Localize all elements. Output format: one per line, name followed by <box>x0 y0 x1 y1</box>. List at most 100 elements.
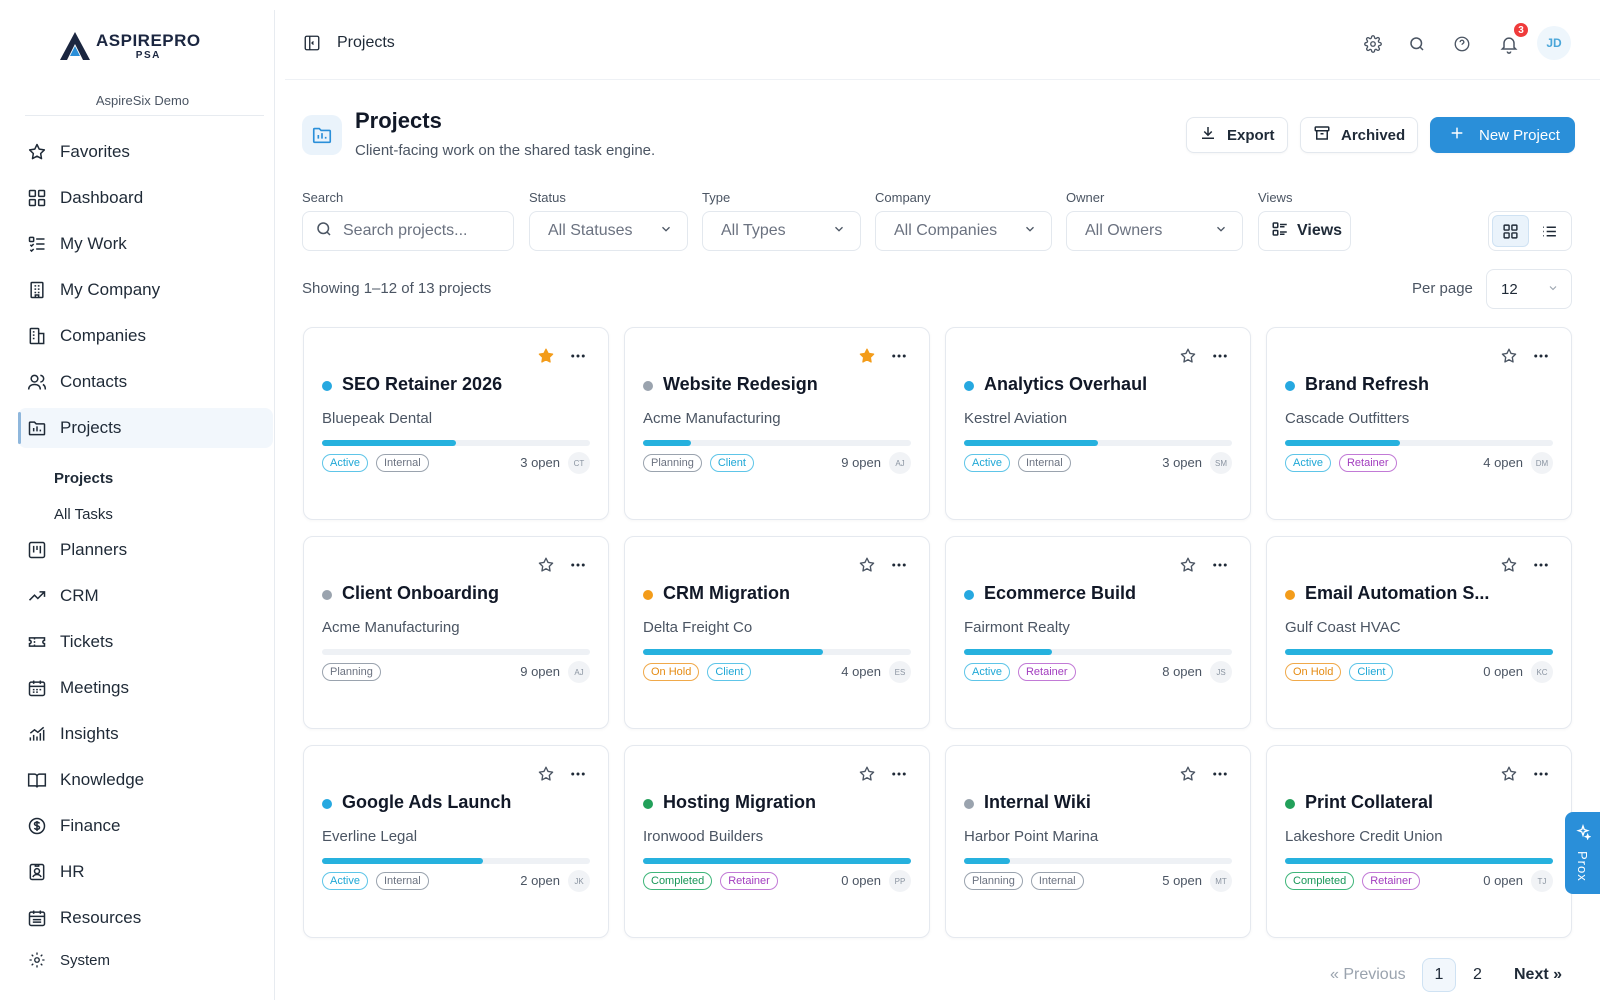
more-options-icon[interactable] <box>1531 346 1551 366</box>
sidebar-item-crm[interactable]: CRM <box>18 576 273 616</box>
company-select[interactable]: All Companies <box>875 211 1052 251</box>
sidebar-item-label: HR <box>60 862 85 881</box>
bell-icon[interactable] <box>1498 33 1520 55</box>
star-icon[interactable] <box>536 764 556 784</box>
sidebar-subitem-all-tasks[interactable]: All Tasks <box>54 506 113 523</box>
more-options-icon[interactable] <box>889 555 909 575</box>
project-card[interactable]: Ecommerce Build Fairmont Realty Active Reta… <box>945 536 1251 729</box>
star-icon[interactable] <box>1178 346 1198 366</box>
sidebar-item-projects[interactable]: Projects <box>18 408 273 448</box>
project-title[interactable]: Email Automation S... <box>1305 583 1490 603</box>
project-card[interactable]: Google Ads Launch Everline Legal Active Int… <box>303 745 609 938</box>
sidebar-item-insights[interactable]: Insights <box>18 714 273 754</box>
pagination-page-1[interactable]: 1 <box>1422 958 1456 992</box>
project-card[interactable]: Analytics Overhaul Kestrel Aviation Active… <box>945 327 1251 520</box>
sidebar-item-hr[interactable]: HR <box>18 852 273 892</box>
star-icon[interactable] <box>1178 764 1198 784</box>
project-title[interactable]: Client Onboarding <box>342 583 499 603</box>
search-icon[interactable] <box>1406 33 1428 55</box>
sidebar-item-my-work[interactable]: My Work <box>18 224 273 264</box>
sidebar-item-meetings[interactable]: Meetings <box>18 668 273 708</box>
more-options-icon[interactable] <box>889 764 909 784</box>
project-title[interactable]: SEO Retainer 2026 <box>342 374 503 394</box>
sidebar-item-finance[interactable]: Finance <box>18 806 273 846</box>
star-icon[interactable] <box>1499 346 1519 366</box>
list-view-icon[interactable] <box>1531 215 1568 247</box>
project-card[interactable]: Internal Wiki Harbor Point Marina Planning… <box>945 745 1251 938</box>
project-card[interactable]: Email Automation S... Gulf Coast HVAC On H… <box>1266 536 1572 729</box>
project-card[interactable]: Print Collateral Lakeshore Credit Union Co… <box>1266 745 1572 938</box>
project-card[interactable]: Website Redesign Acme Manufacturing Planni… <box>624 327 930 520</box>
user-avatar[interactable]: JD <box>1537 26 1571 60</box>
archived-button[interactable]: Archived <box>1300 117 1419 153</box>
sidebar-item-system[interactable]: System <box>18 940 273 980</box>
sidebar-item-tickets[interactable]: Tickets <box>18 622 273 662</box>
project-card[interactable]: Client Onboarding Acme Manufacturing Plann… <box>303 536 609 729</box>
star-filled-icon[interactable] <box>857 346 877 366</box>
project-card[interactable]: Hosting Migration Ironwood Builders Comple… <box>624 745 930 938</box>
pagination-next[interactable]: Next » <box>1514 966 1563 983</box>
project-card[interactable]: Brand Refresh Cascade Outfitters Active Ret… <box>1266 327 1572 520</box>
project-title[interactable]: Brand Refresh <box>1305 374 1430 394</box>
brand-logo[interactable]: ASPIREPRO PSA <box>58 30 201 62</box>
sidebar-item-label: Favorites <box>60 142 130 161</box>
new-project-button[interactable]: New Project <box>1430 117 1575 153</box>
project-title[interactable]: Internal Wiki <box>984 792 1091 812</box>
tag-onhold: On Hold <box>1285 663 1342 681</box>
tag-retainer: Retainer <box>720 872 778 890</box>
sidebar-toggle-icon[interactable] <box>303 34 321 57</box>
more-options-icon[interactable] <box>1210 555 1230 575</box>
prox-assistant-tab[interactable]: Prox <box>1565 812 1600 894</box>
star-icon[interactable] <box>857 764 877 784</box>
per-page-select[interactable]: 12 <box>1486 269 1572 309</box>
search-input[interactable]: Search projects... <box>302 211 514 251</box>
views-button[interactable]: Views <box>1258 211 1351 251</box>
sidebar-item-favorites[interactable]: Favorites <box>18 132 273 172</box>
settings-icon[interactable] <box>1362 33 1384 55</box>
project-title[interactable]: Hosting Migration <box>663 792 816 812</box>
more-options-icon[interactable] <box>1210 764 1230 784</box>
more-options-icon[interactable] <box>889 346 909 366</box>
sidebar-item-my-company[interactable]: My Company <box>18 270 273 310</box>
owner-select[interactable]: All Owners <box>1066 211 1243 251</box>
status-select[interactable]: All Statuses <box>529 211 688 251</box>
project-title[interactable]: Google Ads Launch <box>342 792 512 812</box>
sidebar-item-dashboard[interactable]: Dashboard <box>18 178 273 218</box>
project-title[interactable]: Website Redesign <box>663 374 818 394</box>
tag-list: On Hold Client <box>643 663 752 681</box>
sidebar-item-contacts[interactable]: Contacts <box>18 362 273 402</box>
project-title[interactable]: CRM Migration <box>663 583 790 603</box>
more-options-icon[interactable] <box>1531 555 1551 575</box>
star-icon[interactable] <box>1499 555 1519 575</box>
project-title[interactable]: Analytics Overhaul <box>984 374 1148 394</box>
grid-view-icon[interactable] <box>1492 215 1530 247</box>
project-card[interactable]: SEO Retainer 2026 Bluepeak Dental Active In… <box>303 327 609 520</box>
prox-label: Prox <box>1575 851 1590 882</box>
sidebar-item-planners[interactable]: Planners <box>18 530 273 570</box>
status-dot <box>1285 590 1295 600</box>
project-title[interactable]: Ecommerce Build <box>984 583 1137 603</box>
sidebar-item-companies[interactable]: Companies <box>18 316 273 356</box>
sidebar-item-resources[interactable]: Resources <box>18 898 273 938</box>
star-icon[interactable] <box>1499 764 1519 784</box>
export-button[interactable]: Export <box>1186 117 1288 153</box>
more-options-icon[interactable] <box>568 346 588 366</box>
help-icon[interactable] <box>1451 33 1473 55</box>
pagination-page-2[interactable]: 2 <box>1473 966 1482 983</box>
pagination-previous[interactable]: « Previous <box>1330 966 1406 983</box>
type-select[interactable]: All Types <box>702 211 861 251</box>
star-filled-icon[interactable] <box>536 346 556 366</box>
star-icon[interactable] <box>536 555 556 575</box>
more-options-icon[interactable] <box>1531 764 1551 784</box>
sidebar-item-knowledge[interactable]: Knowledge <box>18 760 273 800</box>
more-options-icon[interactable] <box>1210 346 1230 366</box>
more-options-icon[interactable] <box>568 764 588 784</box>
breadcrumb[interactable]: Projects <box>337 34 395 51</box>
star-icon[interactable] <box>857 555 877 575</box>
more-options-icon[interactable] <box>568 555 588 575</box>
tag-list: On Hold Client <box>1285 663 1394 681</box>
project-title[interactable]: Print Collateral <box>1305 792 1434 812</box>
project-card[interactable]: CRM Migration Delta Freight Co On Hold Clie… <box>624 536 930 729</box>
sidebar-subitem-projects[interactable]: Projects <box>54 470 114 487</box>
star-icon[interactable] <box>1178 555 1198 575</box>
